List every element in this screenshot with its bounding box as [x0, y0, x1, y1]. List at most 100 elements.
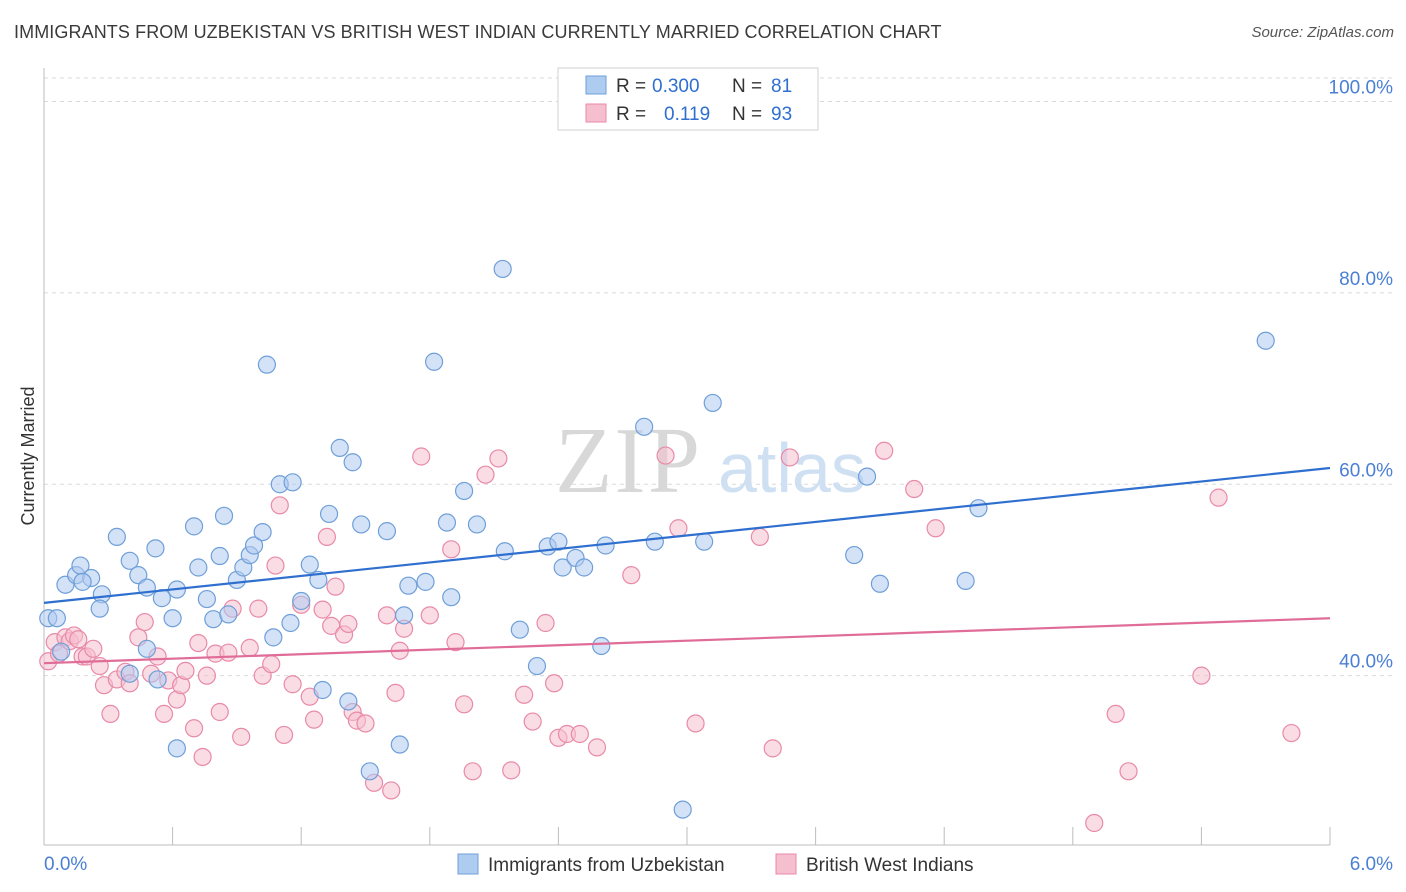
- uzbekistan-point: [292, 591, 311, 611]
- watermark-zip: ZIP: [555, 409, 702, 513]
- uzbekistan-point: [330, 438, 349, 457]
- uzbekistan-point: [1256, 331, 1275, 350]
- legend-item-british-west-indians: British West Indians: [806, 855, 974, 876]
- legend-n-label: N =: [732, 104, 762, 125]
- uzbekistan-point: [189, 558, 208, 577]
- uzbekistan-point: [467, 515, 487, 534]
- legend-r-value: 0.119: [664, 104, 710, 125]
- uzbekistan-point: [390, 735, 409, 754]
- uzbekistan-point: [343, 453, 362, 472]
- british-west-indians-point: [502, 761, 521, 780]
- uzbekistan-point: [549, 532, 568, 551]
- uzbekistan-point: [845, 545, 864, 565]
- uzbekistan-point: [969, 499, 988, 518]
- legend-item-uzbekistan: Immigrants from Uzbekistan: [488, 855, 725, 876]
- watermark-atlas: atlas: [718, 429, 866, 507]
- uzbekistan-point: [442, 588, 461, 607]
- uzbekistan-point: [416, 572, 435, 591]
- uzbekistan-point: [120, 551, 139, 570]
- legend-swatch-blue: [585, 75, 607, 95]
- british-west-indians-point: [420, 606, 439, 625]
- uzbekistan-point: [47, 609, 66, 628]
- watermark: ZIP atlas: [555, 409, 866, 513]
- british-west-indians-point: [382, 781, 401, 800]
- x-tick-label: 6.0%: [1350, 854, 1393, 875]
- british-west-indians-point: [189, 633, 208, 653]
- uzbekistan-point: [197, 589, 216, 609]
- uzbekistan-point: [90, 599, 109, 618]
- british-west-indians-point: [905, 479, 924, 499]
- british-west-indians-trend-line: [43, 617, 1331, 665]
- uzbekistan-point: [399, 576, 418, 595]
- uzbekistan-point: [635, 417, 654, 436]
- british-west-indians-point: [274, 725, 294, 745]
- gridlines: [44, 77, 1394, 677]
- british-west-indians-point: [304, 710, 324, 729]
- uzbekistan-point: [309, 570, 328, 590]
- uzbekistan-point: [857, 467, 877, 486]
- british-west-indians-point: [184, 719, 204, 738]
- british-west-indians-point: [1119, 762, 1138, 781]
- british-west-indians-point: [262, 655, 281, 674]
- british-west-indians-point: [210, 702, 229, 722]
- british-west-indians-point: [193, 747, 212, 767]
- series-legend: Immigrants from Uzbekistan British West …: [457, 853, 974, 876]
- uzbekistan-point: [510, 620, 529, 639]
- x-tick-labels: 0.0% 6.0%: [44, 854, 1393, 875]
- correlation-legend: R = 0.300 N = 81 R = 0.119 N = 93: [557, 67, 819, 131]
- british-west-indians-point: [669, 519, 688, 538]
- uzbekistan-point: [244, 536, 264, 555]
- legend-swatch-blue: [457, 853, 479, 875]
- uzbekistan-point: [52, 642, 71, 661]
- british-west-indians-point: [154, 704, 174, 724]
- uzbekistan-point: [146, 539, 165, 558]
- trend-lines: [43, 466, 1331, 665]
- british-west-indians-point: [219, 643, 238, 662]
- uzbekistan-point: [300, 555, 319, 574]
- british-west-indians-point: [545, 674, 564, 693]
- british-west-indians-point: [313, 600, 332, 619]
- british-west-indians-point: [270, 496, 289, 515]
- british-west-indians-point: [84, 639, 103, 658]
- british-west-indians-point: [1209, 488, 1228, 507]
- chart-title: IMMIGRANTS FROM UZBEKISTAN VS BRITISH WE…: [14, 22, 942, 42]
- uzbekistan-point: [495, 542, 514, 561]
- x-ticks: [43, 827, 1331, 845]
- uzbekistan-point: [673, 800, 692, 819]
- uzbekistan-point: [592, 636, 611, 656]
- y-tick-label: 100.0%: [1329, 77, 1394, 98]
- uzbekistan-point: [527, 656, 547, 676]
- uzbekistan-point: [695, 532, 714, 551]
- british-west-indians-point: [232, 727, 251, 746]
- uzbekistan-point: [870, 574, 890, 593]
- legend-r-label: R =: [616, 76, 646, 97]
- british-west-indians-point: [454, 695, 474, 714]
- uzbekistan-point: [73, 572, 92, 591]
- uzbekistan-point: [645, 532, 664, 551]
- uzbekistan-point: [137, 639, 156, 658]
- british-west-indians-point: [926, 519, 945, 538]
- uzbekistan-point: [313, 680, 332, 700]
- y-tick-label: 80.0%: [1339, 269, 1393, 290]
- uzbekistan-point: [264, 628, 283, 647]
- uzbekistan-point: [553, 558, 572, 577]
- uzbekistan-point: [454, 481, 474, 501]
- british-west-indians-point: [197, 666, 216, 685]
- legend-r-label: R =: [616, 104, 646, 125]
- uzbekistan-point: [204, 610, 223, 629]
- uzbekistan-point: [184, 517, 204, 536]
- british-west-indians-point: [69, 630, 88, 649]
- y-tick-label: 40.0%: [1339, 652, 1393, 673]
- legend-r-value: 0.300: [652, 76, 700, 97]
- series-immigrants-from-uzbekistan: [39, 259, 1275, 819]
- british-west-indians-point: [489, 449, 508, 468]
- uzbekistan-point: [148, 670, 167, 689]
- british-west-indians-point: [463, 762, 482, 781]
- y-tick-label: 60.0%: [1339, 460, 1393, 481]
- british-west-indians-point: [476, 465, 495, 484]
- british-west-indians-point: [240, 638, 259, 657]
- british-west-indians-point: [1192, 666, 1211, 685]
- y-tick-labels: 40.0% 60.0% 80.0% 100.0%: [1329, 77, 1394, 672]
- uzbekistan-point: [319, 504, 339, 524]
- british-west-indians-point: [356, 714, 375, 733]
